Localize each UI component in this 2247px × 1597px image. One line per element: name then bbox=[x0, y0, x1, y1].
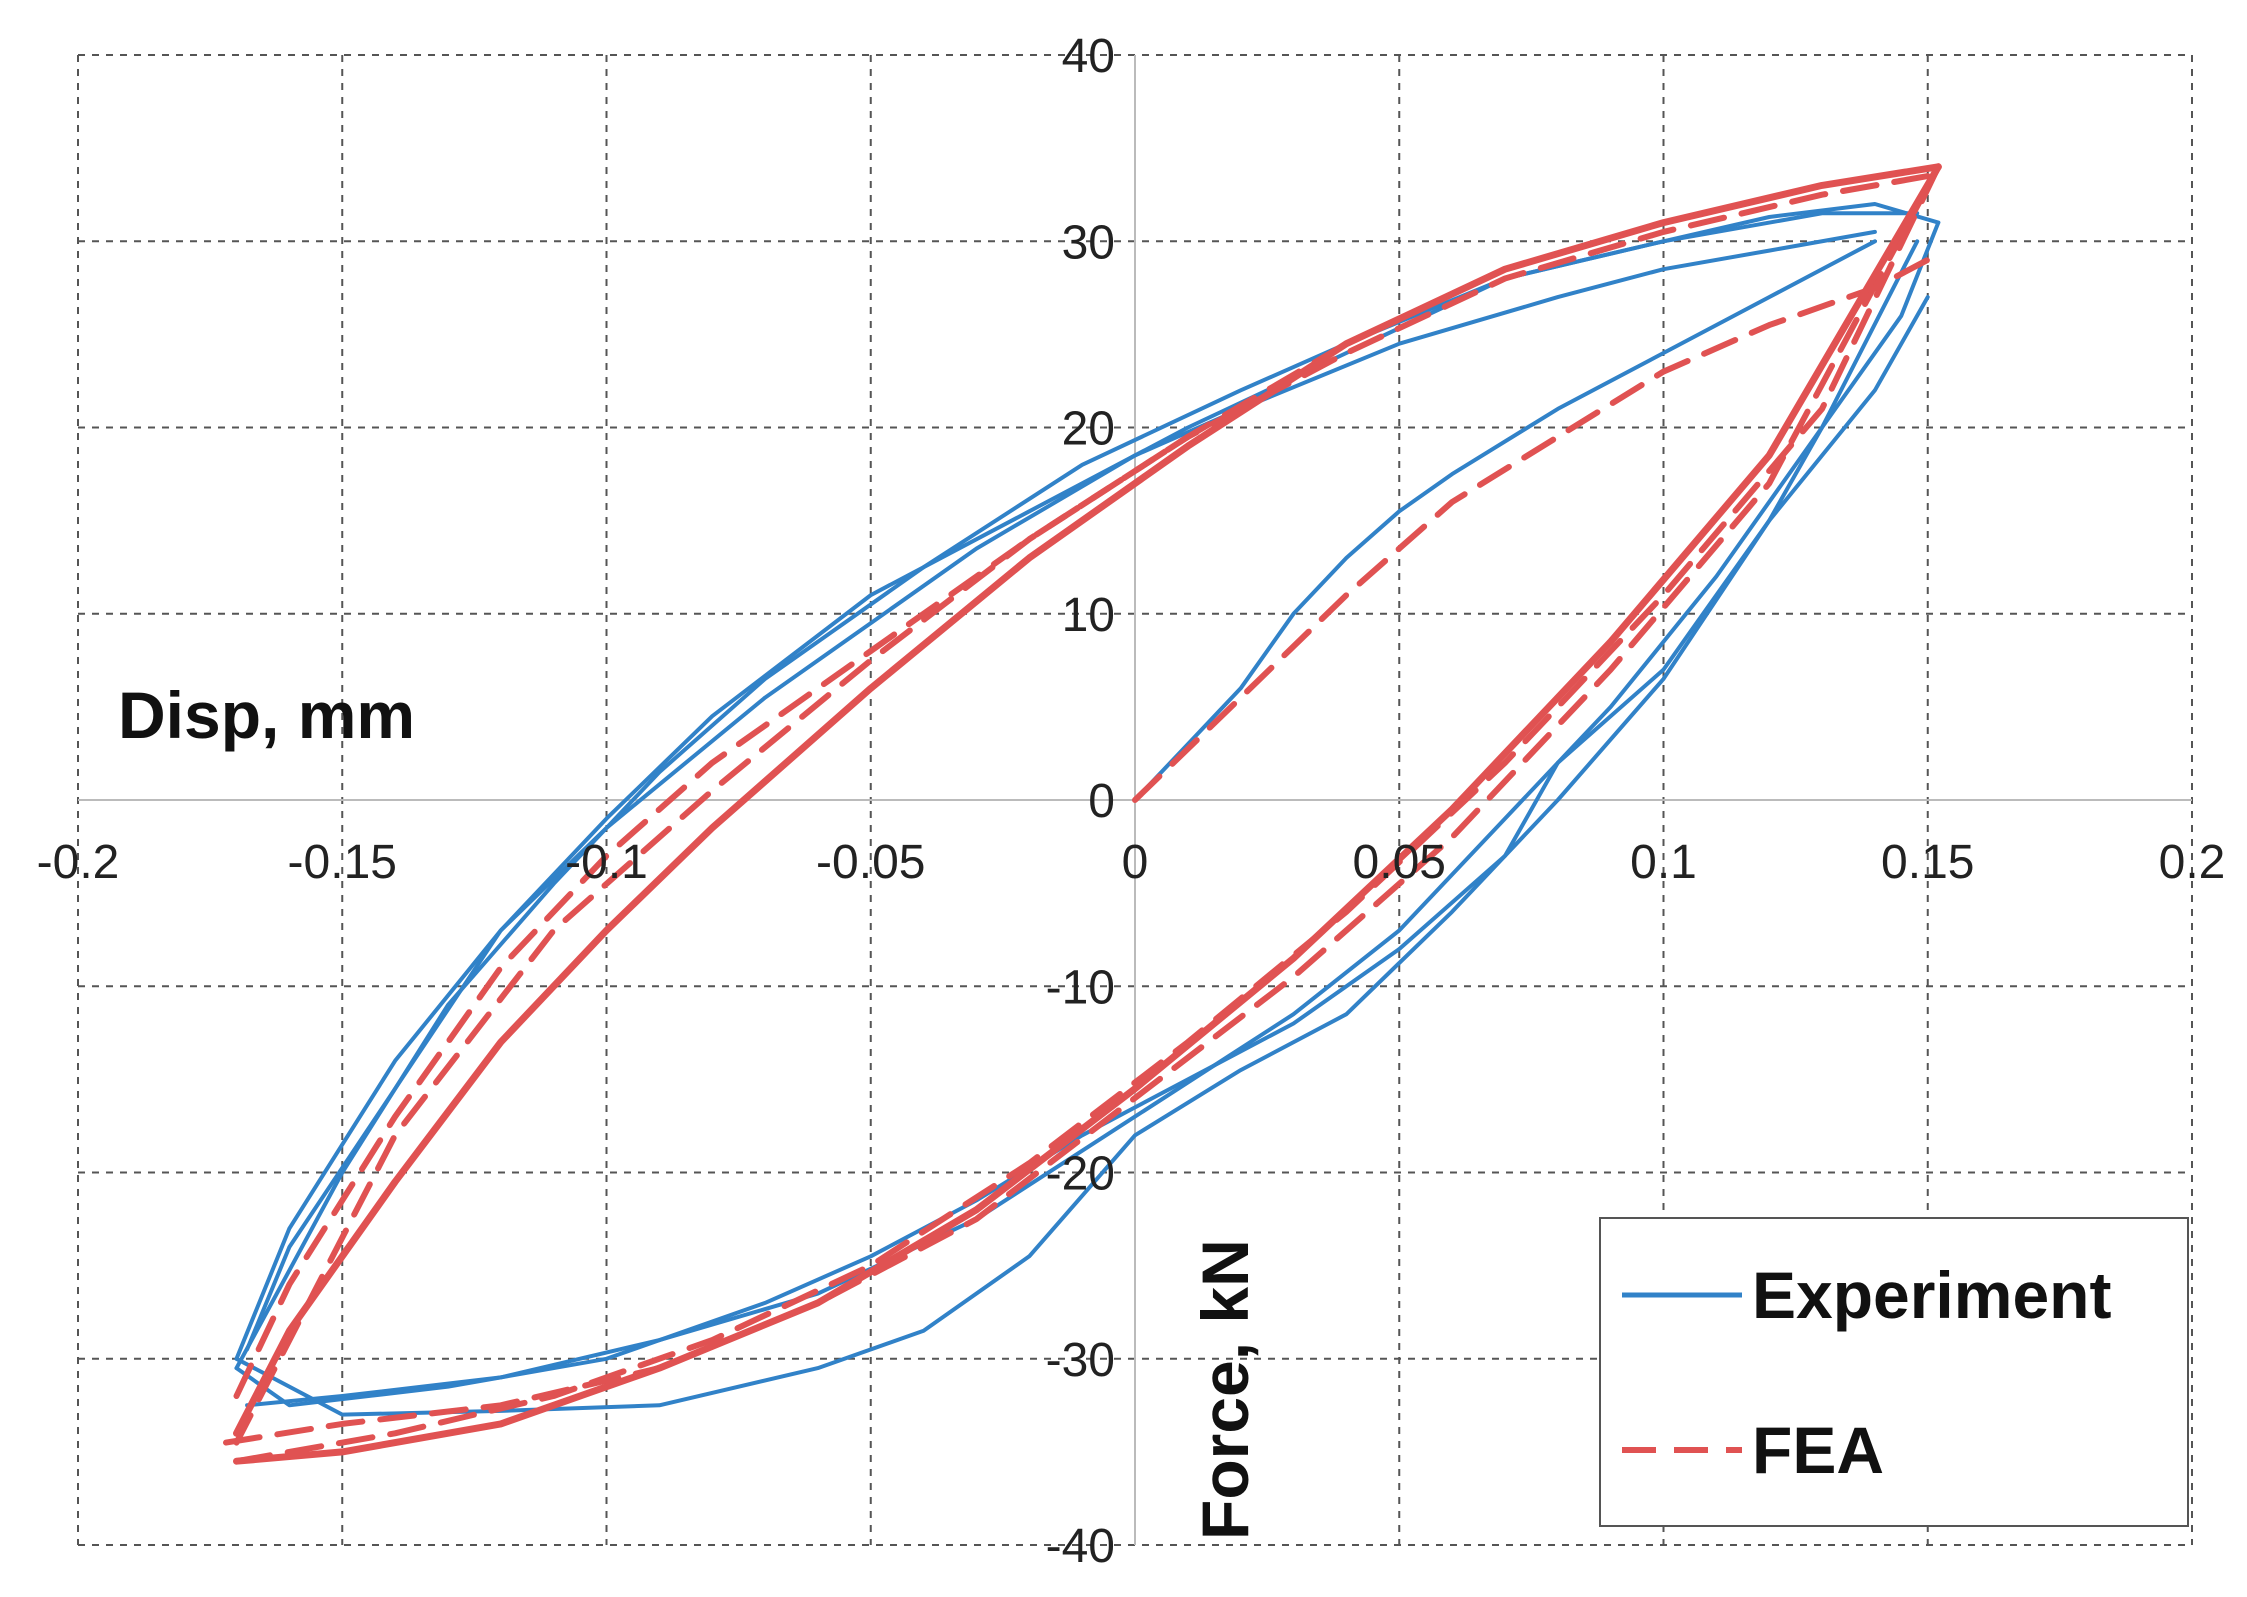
label-layer: Disp, mm Force, kN bbox=[118, 678, 1262, 1540]
x-axis-title: Disp, mm bbox=[118, 678, 415, 752]
y-tick-label-m40: -40 bbox=[1046, 1520, 1115, 1573]
series-experiment-curve-3 bbox=[234, 202, 1941, 1371]
x-tick-label-0p15: 0.15 bbox=[1881, 836, 1974, 889]
x-tick-label-m0p1: -0.1 bbox=[565, 836, 648, 889]
legend: Experiment FEA bbox=[1599, 1217, 2189, 1527]
series-fea-curve-3 bbox=[233, 163, 1942, 1446]
y-tick-label-0: 0 bbox=[1088, 775, 1115, 828]
series-experiment-curve-5 bbox=[245, 211, 1920, 1352]
y-tick-label-10: 10 bbox=[1062, 589, 1115, 642]
series-fea-bold-curve-0 bbox=[233, 163, 1942, 1437]
series-fea-curve-0 bbox=[1132, 256, 1931, 803]
legend-experiment-label: Experiment bbox=[1752, 1258, 2111, 1332]
y-tick-label-m10: -10 bbox=[1046, 961, 1115, 1014]
x-tick-label-m0p2: -0.2 bbox=[37, 836, 120, 889]
series-experiment-curve-0 bbox=[1133, 239, 1877, 802]
series-fea-curve-1 bbox=[233, 173, 1931, 1399]
legend-fea-label: FEA bbox=[1752, 1413, 1884, 1487]
series-experiment-curve-1 bbox=[234, 229, 1877, 1361]
y-tick-label-30: 30 bbox=[1062, 216, 1115, 269]
y-tick-label-40: 40 bbox=[1062, 30, 1115, 83]
x-tick-label-0p05: 0.05 bbox=[1353, 836, 1446, 889]
series-experiment-curve-6 bbox=[245, 239, 1920, 1408]
tick-layer: -0.2 -0.15 -0.1 -0.05 0 0.05 0.1 0.15 0.2 -40 -30 -… bbox=[37, 30, 2226, 1573]
x-tick-label-m0p05: -0.05 bbox=[816, 836, 925, 889]
y-tick-label-20: 20 bbox=[1062, 403, 1115, 456]
x-tick-label-0p1: 0.1 bbox=[1630, 836, 1697, 889]
x-tick-label-0p2: 0.2 bbox=[2159, 836, 2226, 889]
series-layer bbox=[223, 163, 1942, 1465]
x-tick-label-m0p15: -0.15 bbox=[288, 836, 397, 889]
series-experiment-curve-4 bbox=[234, 220, 1941, 1408]
y-tick-label-m20: -20 bbox=[1046, 1148, 1115, 1201]
x-tick-label-0: 0 bbox=[1122, 836, 1149, 889]
y-axis-title: Force, kN bbox=[1188, 1239, 1262, 1540]
y-tick-label-m30: -30 bbox=[1046, 1334, 1115, 1387]
legend-box bbox=[1599, 1217, 2189, 1527]
series-fea-curve-4 bbox=[233, 163, 1942, 1465]
series-fea-curve-2 bbox=[223, 163, 1942, 1446]
series-experiment-curve-2 bbox=[234, 295, 1930, 1417]
series-fea-bold-curve-1 bbox=[233, 163, 1942, 1465]
